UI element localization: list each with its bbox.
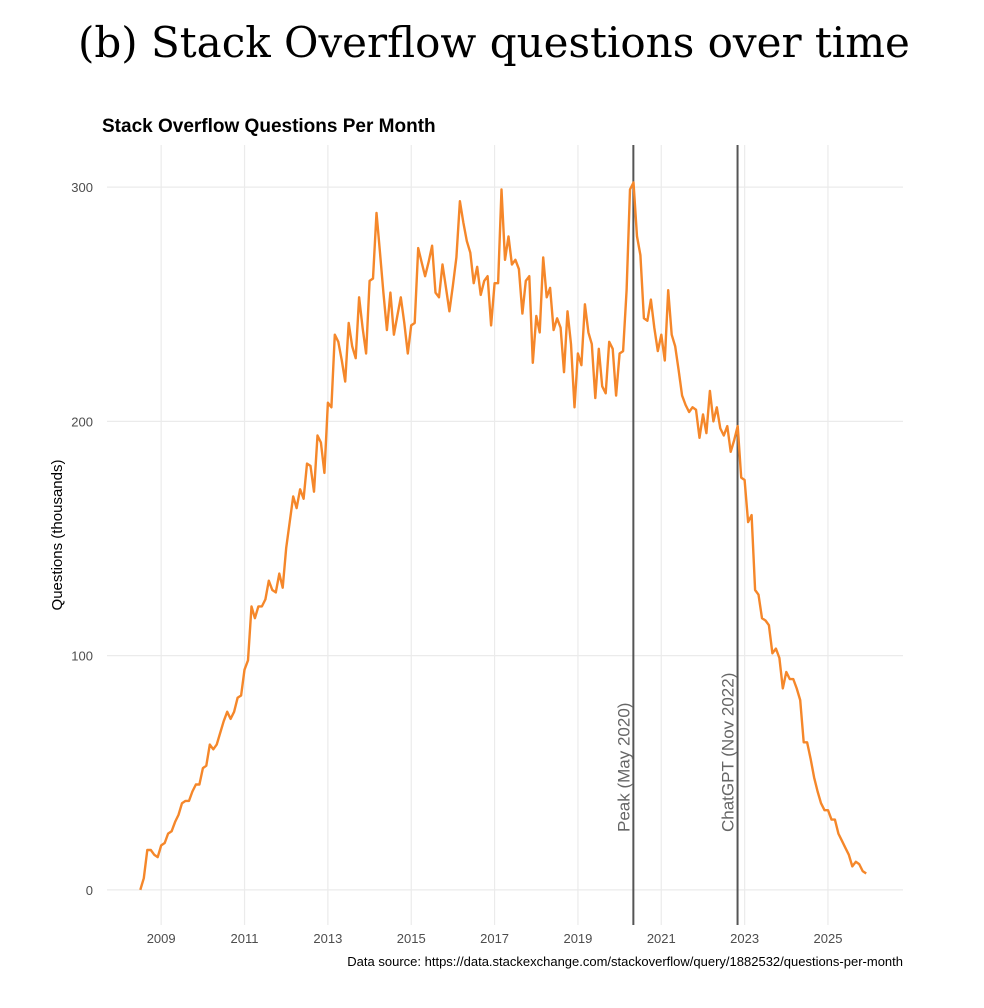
- x-tick-label: 2015: [397, 931, 426, 946]
- annotation-label: Peak (May 2020): [614, 703, 633, 832]
- y-tick-label: 0: [86, 883, 93, 898]
- x-tick-label: 2017: [480, 931, 509, 946]
- x-tick-label: 2019: [563, 931, 592, 946]
- y-tick-label: 300: [71, 180, 93, 195]
- x-tick-label: 2023: [730, 931, 759, 946]
- x-tick-label: 2025: [814, 931, 843, 946]
- data-source-caption: Data source: https://data.stackexchange.…: [347, 954, 903, 969]
- series-line-questions: [139, 181, 867, 891]
- x-tick-label: 2013: [313, 931, 342, 946]
- figure-title: (b) Stack Overflow questions over time: [78, 18, 910, 67]
- annotation-label: ChatGPT (Nov 2022): [719, 673, 738, 832]
- y-tick-label: 100: [71, 649, 93, 664]
- annotation-lines: Peak (May 2020) ChatGPT (Nov 2022): [614, 145, 739, 925]
- chart-title: Stack Overflow Questions Per Month: [102, 116, 436, 137]
- y-axis-label: Questions (thousands): [49, 460, 66, 611]
- x-tick-label: 2011: [231, 931, 259, 946]
- tick-labels: 0 100 200 300 2009 2011 2013 2015 2017 2019 2021 20…: [71, 180, 842, 946]
- x-tick-label: 2009: [147, 931, 176, 946]
- gridlines: [107, 145, 903, 925]
- y-tick-label: 200: [71, 414, 93, 429]
- x-tick-label: 2021: [647, 931, 676, 946]
